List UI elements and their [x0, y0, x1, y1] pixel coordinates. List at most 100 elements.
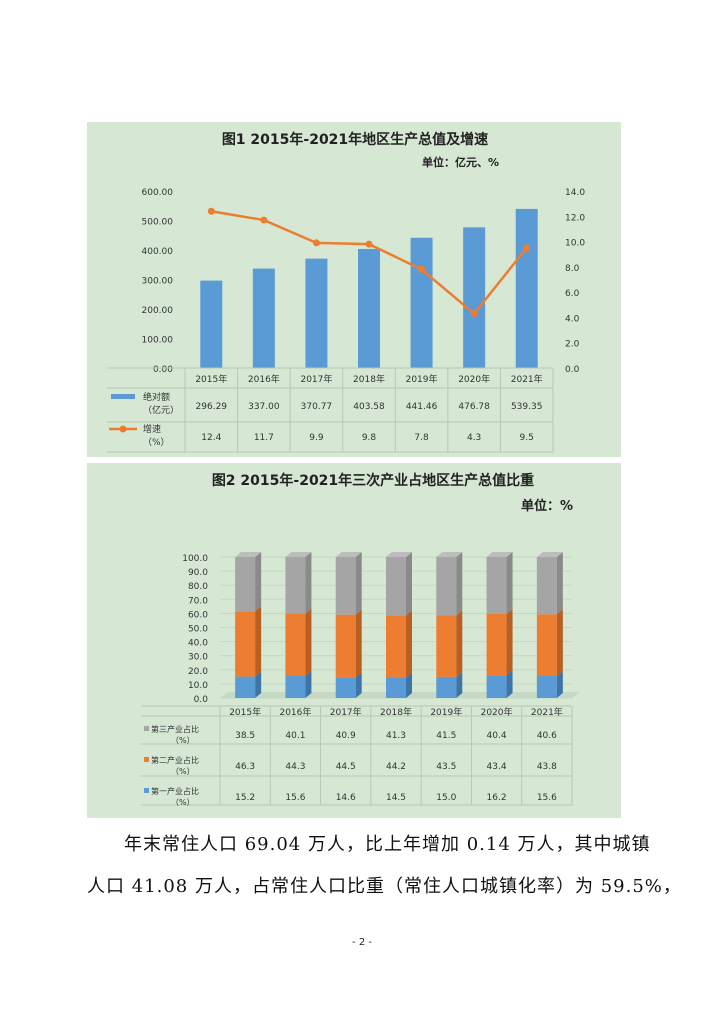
- growth-rate-point: [260, 216, 268, 224]
- y-axis-left-tick-label: 500.00: [142, 218, 174, 228]
- stacked-bar-top: [536, 552, 563, 557]
- y-axis-tick-label: 90.0: [188, 568, 208, 578]
- body-paragraph-line2: 人口 41.08 万人，占常住人口比重（常住人口城镇化率）为 59.5%，: [87, 876, 682, 897]
- y-axis-right-tick-label: 0.0: [565, 365, 580, 375]
- stacked-bar-top: [386, 552, 412, 557]
- legend-series-label: 第一产业占比: [151, 786, 199, 796]
- y-axis-tick-label: 10.0: [188, 681, 208, 691]
- stacked-bar-segment: [285, 613, 306, 677]
- y-axis-left-tick-label: 300.00: [142, 277, 174, 287]
- page-number: - 2 -: [352, 937, 372, 948]
- y-axis-tick-label: 80.0: [188, 582, 208, 592]
- x-axis-category-label: 2018年: [380, 706, 412, 718]
- gdp-bar: [252, 268, 275, 368]
- stacked-bar-side: [556, 609, 563, 677]
- stacked-bar-segment: [536, 557, 557, 615]
- x-axis-category-label: 2021年: [511, 373, 543, 385]
- share-value-label: 16.2: [487, 793, 507, 803]
- share-value-label: 15.2: [235, 793, 255, 803]
- stacked-bar-segment: [335, 614, 356, 678]
- share-value-label: 44.3: [285, 762, 305, 772]
- stacked-bar-top: [436, 552, 463, 557]
- y-axis-tick-label: 50.0: [188, 625, 208, 635]
- y-axis-tick-label: 70.0: [188, 596, 208, 606]
- gdp-value-label: 476.78: [458, 402, 490, 412]
- share-value-label: 43.8: [537, 762, 557, 772]
- legend-bar-label: 绝对额: [143, 391, 170, 403]
- share-value-label: 38.5: [235, 731, 255, 741]
- gdp-value-label: 539.35: [511, 402, 543, 412]
- gdp-bar: [200, 280, 223, 368]
- legend-bar-unit: （亿元）: [143, 404, 179, 416]
- share-value-label: 15.6: [537, 793, 557, 803]
- growth-value-label: 9.9: [309, 433, 324, 443]
- stacked-bar-side: [456, 671, 463, 698]
- gdp-value-label: 296.29: [196, 402, 228, 412]
- x-axis-category-label: 2020年: [481, 706, 513, 718]
- y-axis-left-tick-label: 600.00: [142, 188, 174, 198]
- x-axis-category-label: 2020年: [458, 373, 490, 385]
- growth-rate-point: [418, 265, 426, 273]
- x-axis-category-label: 2015年: [195, 373, 227, 385]
- share-value-label: 41.3: [386, 731, 406, 741]
- legend-series-label: 第三产业占比: [151, 724, 199, 734]
- stacked-bar-side: [406, 610, 412, 678]
- figure1-unit: 单位：亿元、%: [422, 155, 499, 169]
- stacked-bar-segment: [386, 557, 406, 616]
- figure1-panel: 图1 2015年-2021年地区生产总值及增速 单位：亿元、% 600.00 50…: [87, 122, 621, 457]
- growth-value-label: 9.5: [520, 433, 534, 443]
- stacked-bar-top: [285, 552, 312, 557]
- stacked-bar-side: [456, 610, 463, 677]
- growth-value-label: 4.3: [467, 433, 481, 443]
- growth-value-label: 7.8: [414, 433, 429, 443]
- gdp-value-label: 370.77: [301, 402, 333, 412]
- share-value-label: 46.3: [235, 762, 255, 772]
- stacked-bar-segment: [486, 557, 507, 614]
- share-value-label: 14.5: [386, 793, 406, 803]
- stacked-bar-side: [255, 552, 262, 612]
- stacked-bar-side: [255, 671, 262, 698]
- stacked-bar-side: [506, 552, 513, 614]
- share-value-label: 14.6: [336, 793, 356, 803]
- y-axis-right-tick-label: 8.0: [565, 264, 580, 274]
- legend-swatch: [144, 757, 149, 762]
- y-axis-right-tick-label: 2.0: [565, 340, 580, 350]
- growth-rate-point: [207, 207, 215, 215]
- share-value-label: 44.2: [386, 762, 406, 772]
- gdp-value-label: 403.58: [353, 402, 385, 412]
- stacked-bar-top: [235, 552, 262, 557]
- stacked-bar-segment: [536, 676, 557, 698]
- y-axis-left-tick-label: 200.00: [142, 306, 174, 316]
- share-value-label: 40.4: [487, 731, 507, 741]
- y-axis-tick-label: 30.0: [188, 653, 208, 663]
- stacked-bar-side: [556, 552, 563, 615]
- figure2-unit: 单位：%: [521, 498, 573, 514]
- growth-rate-point: [523, 244, 531, 252]
- share-value-label: 40.1: [285, 731, 305, 741]
- stacked-bar-side: [406, 552, 412, 616]
- share-value-label: 41.5: [436, 731, 456, 741]
- legend-bar-swatch: [111, 394, 135, 399]
- stacked-bar-segment: [486, 613, 507, 676]
- stacked-bar-side: [305, 608, 312, 677]
- x-axis-category-label: 2019年: [406, 373, 438, 385]
- gdp-value-label: 441.46: [406, 402, 438, 412]
- y-axis-tick-label: 100.0: [182, 554, 208, 564]
- figure2-title: 图2 2015年-2021年三次产业占地区生产总值比重: [212, 472, 534, 489]
- stacked-bar-segment: [386, 677, 406, 698]
- x-axis-category-label: 2016年: [279, 706, 311, 718]
- stacked-bar-segment: [335, 677, 356, 698]
- y-axis-right-tick-label: 12.0: [565, 213, 585, 223]
- y-axis-right-tick-label: 10.0: [565, 239, 585, 249]
- y-axis-left-tick-label: 100.00: [142, 336, 174, 346]
- stacked-bar-side: [506, 670, 513, 698]
- figure2-panel: 图2 2015年-2021年三次产业占地区生产总值比重 单位：% 100.0 90…: [87, 463, 621, 818]
- x-axis-category-label: 2018年: [353, 373, 385, 385]
- gdp-bar: [305, 258, 328, 368]
- x-axis-category-label: 2015年: [229, 706, 261, 718]
- stacked-bar-side: [456, 552, 463, 616]
- share-value-label: 43.5: [436, 762, 456, 772]
- stacked-bar-side: [406, 672, 412, 698]
- stacked-bar-segment: [235, 611, 256, 677]
- x-axis-category-label: 2021年: [531, 706, 563, 718]
